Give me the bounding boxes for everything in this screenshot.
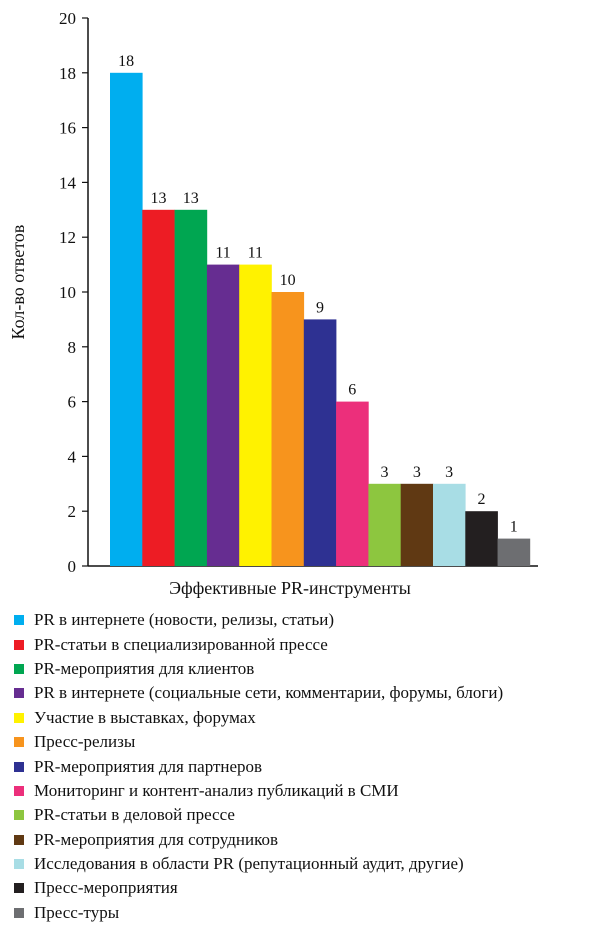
legend-swatch: [14, 761, 24, 772]
legend-item: Участие в выставках, форумах: [14, 706, 600, 730]
legend-label: PR-мероприятия для партнеров: [34, 756, 263, 776]
y-tick-label: 4: [68, 447, 77, 466]
legend-label: Мониторинг и контент-анализ публикаций в…: [34, 780, 399, 800]
y-tick-label: 20: [59, 9, 76, 28]
legend-item: Пресс-мероприятия: [14, 876, 600, 900]
bar: [271, 292, 305, 566]
y-tick-label: 18: [59, 64, 76, 83]
legend-label: PR в интернете (социальные сети, коммент…: [34, 683, 504, 703]
bar-value-label: 11: [215, 245, 230, 262]
bar-value-label: 2: [477, 491, 485, 508]
bar: [497, 538, 531, 566]
bar: [174, 209, 208, 567]
bar: [465, 511, 498, 566]
y-tick-label: 16: [59, 119, 76, 138]
legend-label: PR-мероприятия для сотрудников: [34, 829, 279, 849]
legend-swatch: [14, 834, 24, 845]
legend-swatch: [14, 785, 24, 796]
legend-swatch: [14, 615, 24, 626]
bar: [142, 209, 175, 567]
legend-swatch: [14, 810, 24, 821]
bar-value-label: 3: [381, 464, 389, 481]
legend-item: PR-мероприятия для сотрудников: [14, 828, 600, 852]
bar: [336, 401, 369, 566]
bar-value-label: 9: [316, 299, 324, 316]
bar-value-label: 10: [280, 272, 296, 289]
legend-swatch: [14, 688, 24, 699]
legend-swatch: [14, 639, 24, 650]
legend-swatch: [14, 907, 24, 918]
y-tick-label: 12: [59, 228, 76, 247]
legend-label: PR-статьи в деловой прессе: [34, 805, 235, 825]
legend: PR в интернете (новости, релизы, статьи)…: [14, 608, 600, 925]
legend-item: PR-мероприятия для клиентов: [14, 657, 600, 681]
y-tick-label: 10: [59, 283, 76, 302]
bar-value-label: 11: [248, 245, 263, 262]
bar: [303, 319, 337, 566]
legend-item: Пресс-туры: [14, 901, 600, 925]
bar-value-label: 13: [150, 190, 166, 207]
y-tick-label: 8: [68, 338, 77, 357]
y-tick-label: 0: [68, 557, 77, 576]
legend-label: Исследования в области PR (репутационный…: [34, 854, 464, 874]
legend-label: Пресс-мероприятия: [34, 878, 178, 898]
y-tick-label: 14: [59, 173, 77, 192]
bar-value-label: 1: [510, 519, 518, 536]
legend-label: Участие в выставках, форумах: [34, 707, 256, 727]
legend-item: Пресс-релизы: [14, 730, 600, 754]
y-axis-title: Кол-во ответов: [8, 225, 28, 340]
bar: [400, 483, 434, 566]
legend-item: PR в интернете (социальные сети, коммент…: [14, 681, 600, 705]
bar-value-label: 13: [183, 190, 199, 207]
legend-label: PR-мероприятия для клиентов: [34, 658, 255, 678]
legend-swatch: [14, 737, 24, 748]
bar-chart: 0 2 4 6 8 10 12 14 16 18 20 18 13 13 11 11 10 9 6 3 3 3 2 1 Ко…: [8, 9, 538, 598]
bar: [433, 483, 466, 566]
bar: [368, 483, 401, 566]
bars: [110, 72, 531, 567]
legend-swatch: [14, 663, 24, 674]
bar: [110, 72, 143, 567]
legend-swatch: [14, 712, 24, 723]
legend-label: PR в интернете (новости, релизы, статьи): [34, 610, 335, 630]
bar: [239, 264, 272, 566]
legend-item: PR-статьи в специализированной прессе: [14, 632, 600, 656]
value-labels: 18 13 13 11 11 10 9 6 3 3 3 2 1: [118, 53, 518, 536]
x-axis-title: Эффективные PR-инструменты: [169, 578, 411, 598]
legend-label: Пресс-релизы: [34, 732, 136, 752]
y-tick-label: 6: [68, 393, 77, 412]
bar-value-label: 18: [118, 53, 134, 70]
bar: [206, 264, 240, 566]
legend-label: Пресс-туры: [34, 902, 120, 922]
bar-value-label: 6: [348, 382, 356, 399]
legend-item: Мониторинг и контент-анализ публикаций в…: [14, 779, 600, 803]
legend-item: PR-мероприятия для партнеров: [14, 754, 600, 778]
legend-label: PR-статьи в специализированной прессе: [34, 634, 328, 654]
legend-swatch: [14, 883, 24, 894]
bar-value-label: 3: [445, 464, 453, 481]
legend-item: Исследования в области PR (репутационный…: [14, 852, 600, 876]
y-tick-label: 2: [68, 502, 77, 521]
legend-swatch: [14, 859, 24, 870]
bar-value-label: 3: [413, 464, 421, 481]
legend-item: PR-статьи в деловой прессе: [14, 803, 600, 827]
legend-item: PR в интернете (новости, релизы, статьи): [14, 608, 600, 632]
